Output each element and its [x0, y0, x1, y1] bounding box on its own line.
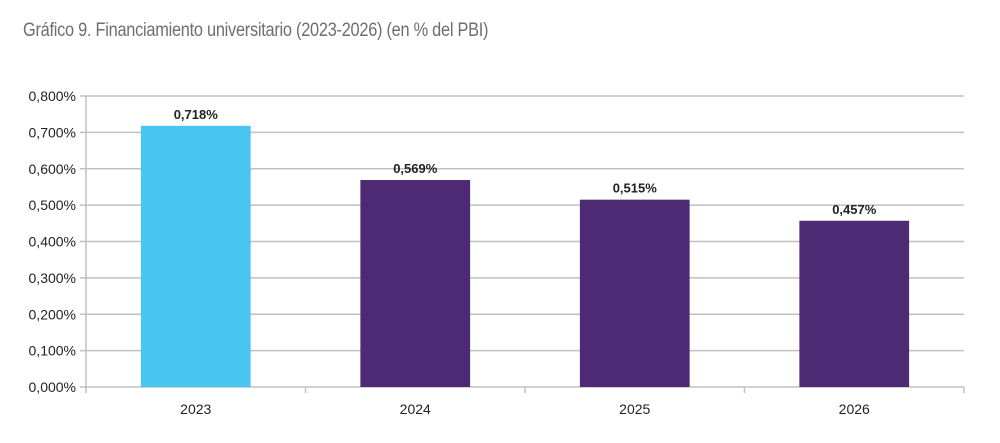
y-tick-label: 0,000%: [29, 379, 76, 395]
x-axis: 2023 2024 2025 2026: [180, 387, 965, 417]
data-label-2023: 0,718%: [174, 107, 219, 122]
chart-title: Gráfico 9. Financiamiento universitario …: [23, 20, 489, 41]
data-label-2025: 0,515%: [613, 181, 658, 196]
x-tick-label: 2025: [619, 401, 650, 417]
x-tick-label: 2023: [180, 401, 211, 417]
x-tick-label: 2024: [400, 401, 431, 417]
y-tick-label: 0,300%: [29, 270, 76, 286]
bar-2023: [140, 125, 251, 387]
y-tick-label: 0,400%: [29, 234, 76, 250]
y-tick-label: 0,800%: [29, 88, 76, 104]
y-tick-label: 0,700%: [29, 124, 76, 140]
bar-2024: [360, 180, 471, 387]
data-labels: 0,718% 0,569% 0,515% 0,457%: [174, 107, 877, 217]
bar-2026: [799, 220, 910, 387]
y-tick-label: 0,100%: [29, 343, 76, 359]
bars: [140, 125, 910, 387]
x-tick-label: 2026: [839, 401, 870, 417]
data-label-2026: 0,457%: [832, 202, 877, 217]
y-tick-label: 0,200%: [29, 306, 76, 322]
y-tick-label: 0,500%: [29, 197, 76, 213]
y-axis-tick-labels: 0,000% 0,100% 0,200% 0,300% 0,400% 0,500% 0,60…: [29, 88, 76, 395]
bar-2025: [579, 199, 690, 387]
data-label-2024: 0,569%: [393, 161, 438, 176]
y-tick-label: 0,600%: [29, 161, 76, 177]
